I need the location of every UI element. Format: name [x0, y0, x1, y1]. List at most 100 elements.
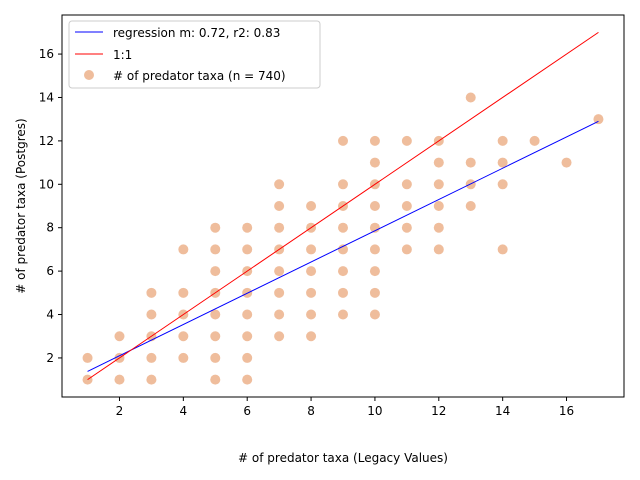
data-point — [369, 244, 380, 255]
data-point — [210, 309, 221, 320]
data-point — [433, 201, 444, 211]
y-axis-ticks: 2 4 6 8 10 12 14 16 — [39, 47, 62, 365]
data-point — [369, 287, 380, 298]
legend-box — [68, 20, 321, 89]
data-point — [210, 352, 221, 363]
data-point — [274, 201, 285, 211]
y-tick-label: 2 — [46, 351, 54, 365]
data-point — [369, 266, 380, 277]
legend-scatter-label: # of predator taxa (n = 740) — [113, 69, 286, 83]
data-point — [433, 222, 444, 233]
x-tick-label: 2 — [116, 404, 124, 418]
data-point — [178, 287, 189, 298]
data-point — [497, 244, 508, 255]
y-tick-label: 6 — [46, 264, 54, 278]
scatter-points — [82, 92, 604, 385]
x-tick-label: 8 — [307, 404, 315, 418]
data-point — [146, 309, 157, 320]
data-point — [210, 222, 221, 233]
data-point — [306, 331, 317, 342]
x-axis-ticks: 2 4 6 8 10 12 14 16 — [116, 397, 574, 418]
data-point — [369, 222, 380, 233]
y-tick-label: 14 — [39, 90, 54, 104]
data-point — [529, 135, 540, 146]
data-point — [306, 309, 317, 320]
data-point — [401, 135, 412, 146]
data-point — [338, 222, 348, 233]
data-point — [593, 114, 604, 125]
data-point — [433, 157, 444, 168]
data-point — [242, 222, 253, 233]
data-point — [178, 352, 189, 363]
data-point — [242, 331, 253, 342]
y-tick-label: 16 — [39, 47, 54, 61]
data-point — [497, 135, 508, 146]
y-tick-label: 10 — [39, 177, 54, 191]
data-point — [82, 352, 93, 363]
data-point — [242, 244, 253, 255]
data-point — [210, 331, 221, 342]
x-tick-label: 12 — [431, 404, 446, 418]
y-axis-label: # of predator taxa (Postgres) — [14, 118, 28, 293]
data-point — [401, 201, 412, 211]
data-point — [465, 201, 476, 211]
x-tick-label: 16 — [559, 404, 574, 418]
x-tick-label: 4 — [180, 404, 188, 418]
data-point — [146, 352, 157, 363]
y-tick-label: 12 — [39, 134, 54, 148]
data-point — [210, 266, 221, 277]
data-point — [401, 179, 412, 190]
data-point — [242, 352, 253, 363]
data-point — [369, 309, 380, 320]
trend-lines — [87, 31, 599, 381]
data-point — [146, 374, 157, 385]
x-tick-label: 10 — [367, 404, 382, 418]
data-point — [338, 135, 348, 146]
data-point — [146, 287, 157, 298]
data-point — [433, 244, 444, 255]
data-point — [369, 135, 380, 146]
data-point — [274, 179, 285, 190]
legend-scatter-marker — [84, 70, 94, 80]
data-point — [274, 266, 285, 277]
data-point — [433, 179, 444, 190]
data-point — [274, 331, 285, 342]
data-point — [465, 157, 476, 168]
data-point — [497, 157, 508, 168]
data-point — [306, 244, 317, 255]
data-point — [178, 331, 189, 342]
data-point — [338, 266, 348, 277]
data-point — [114, 374, 125, 385]
x-tick-label: 6 — [243, 404, 251, 418]
data-point — [242, 374, 253, 385]
legend: regression m: 0.72, r2: 0.83 1:1 # of pr… — [68, 20, 321, 89]
y-tick-label: 8 — [46, 221, 54, 235]
y-tick-label: 4 — [46, 308, 54, 322]
data-point — [401, 222, 412, 233]
data-point — [114, 331, 125, 342]
data-point — [306, 266, 317, 277]
data-point — [465, 92, 476, 103]
data-point — [497, 179, 508, 190]
data-point — [338, 309, 348, 320]
data-point — [210, 374, 221, 385]
regression-line — [87, 120, 599, 372]
data-point — [242, 309, 253, 320]
data-point — [401, 244, 412, 255]
data-point — [306, 287, 317, 298]
axes-frame — [61, 14, 625, 398]
data-point — [274, 309, 285, 320]
legend-one-to-one-label: 1:1 — [113, 48, 132, 62]
legend-regression-label: regression m: 0.72, r2: 0.83 — [113, 26, 280, 40]
data-point — [369, 157, 380, 168]
data-point — [561, 157, 572, 168]
data-point — [369, 201, 380, 211]
x-tick-label: 14 — [495, 404, 510, 418]
data-point — [338, 179, 348, 190]
data-point — [338, 287, 348, 298]
data-point — [210, 244, 221, 255]
data-point — [274, 287, 285, 298]
data-point — [338, 244, 348, 255]
data-point — [306, 201, 317, 211]
